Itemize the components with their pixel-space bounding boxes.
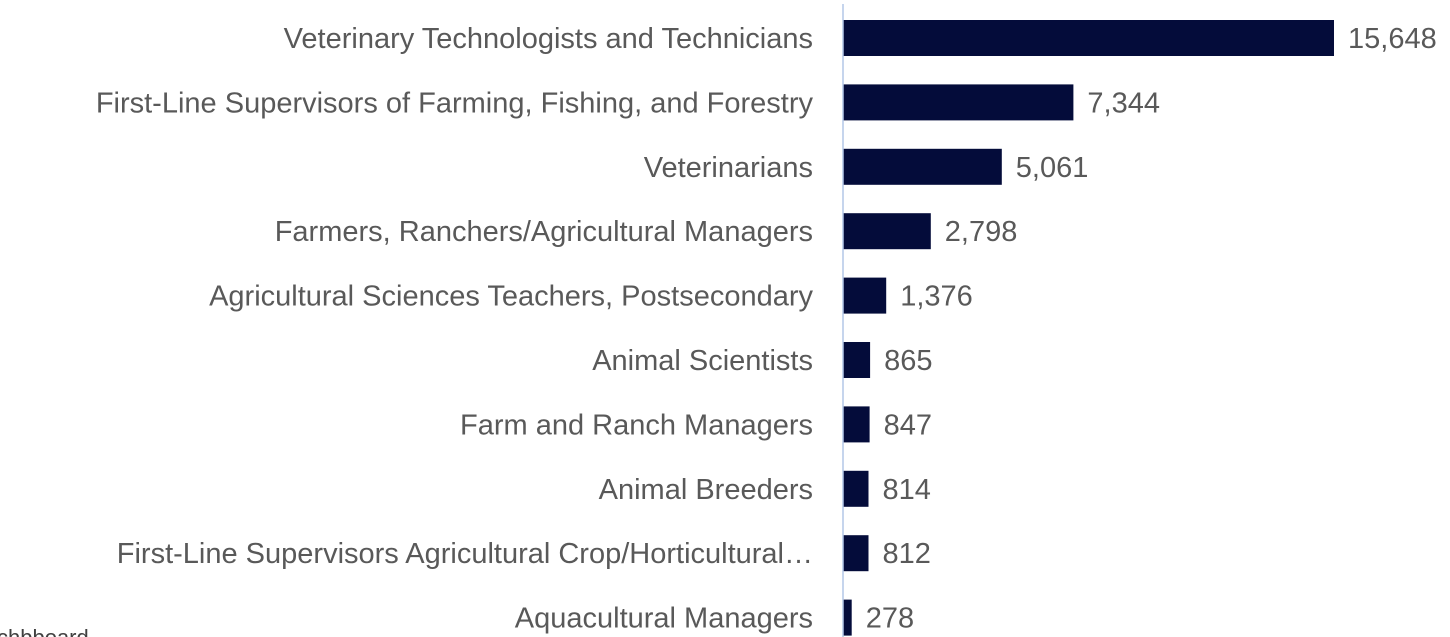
category-label: Agricultural Sciences Teachers, Postseco…	[209, 281, 813, 313]
value-labels: 15,648 7,344 5,061 2,798 1,376 865 847 814 812 27…	[866, 23, 1437, 635]
category-labels: Veterinary Technologists and Technicians…	[96, 23, 814, 635]
category-label: Veterinary Technologists and Technicians	[284, 23, 813, 55]
footer-fragment: chbboard	[0, 625, 89, 637]
value-label: 278	[866, 603, 914, 635]
bar	[843, 277, 887, 314]
value-label: 847	[884, 409, 932, 441]
value-label: 5,061	[1016, 152, 1089, 184]
category-label: First-Line Supervisors Agricultural Crop…	[117, 538, 813, 570]
value-label: 1,376	[900, 281, 973, 313]
category-label: Animal Scientists	[592, 345, 813, 377]
category-label: Aquacultural Managers	[515, 603, 813, 635]
bar	[843, 84, 1074, 121]
bar	[843, 599, 852, 636]
category-label: First-Line Supervisors of Farming, Fishi…	[96, 87, 814, 119]
category-label: Animal Breeders	[599, 474, 813, 506]
value-label: 814	[883, 474, 931, 506]
bar	[843, 470, 869, 507]
category-label: Farmers, Ranchers/Agricultural Managers	[275, 216, 813, 248]
bar	[843, 148, 1002, 185]
value-label: 7,344	[1087, 87, 1160, 119]
value-label: 812	[883, 538, 931, 570]
bar	[843, 406, 870, 443]
category-label: Veterinarians	[644, 152, 813, 184]
bar	[843, 342, 871, 378]
value-label: 15,648	[1348, 23, 1437, 55]
value-label: 865	[884, 345, 932, 377]
bar	[843, 20, 1334, 56]
bar	[843, 535, 869, 572]
bars	[843, 20, 1334, 636]
bar	[843, 213, 931, 250]
value-label: 2,798	[945, 216, 1018, 248]
category-label: Farm and Ranch Managers	[460, 409, 813, 441]
